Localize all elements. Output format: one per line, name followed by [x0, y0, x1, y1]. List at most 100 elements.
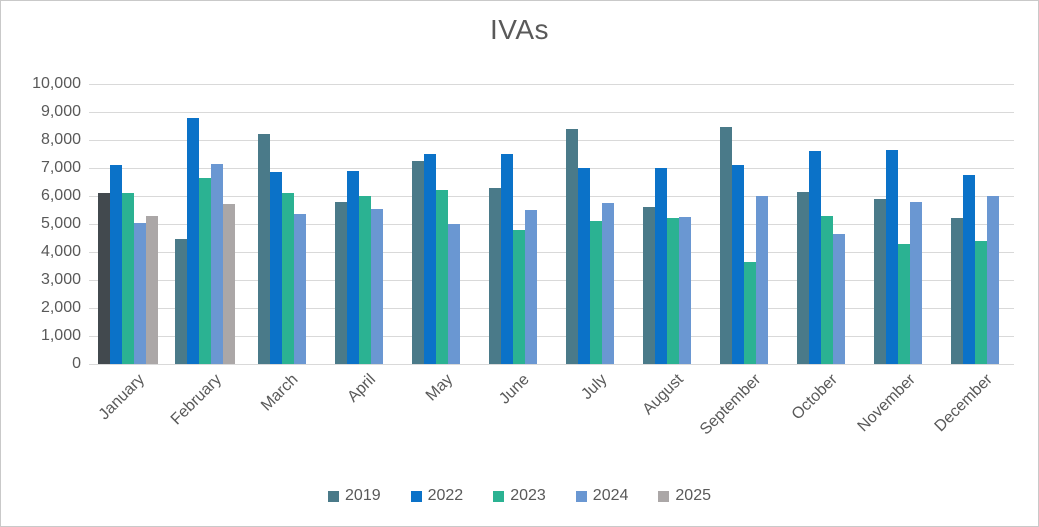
- bar-august-2023: [667, 218, 680, 364]
- bar-april-2022: [346, 170, 359, 364]
- x-tick-label-april: April: [344, 371, 379, 406]
- y-tick-label-9000: 9,000: [40, 103, 81, 120]
- bar-march-2019: [257, 134, 270, 364]
- x-tick-label-august: August: [639, 371, 688, 419]
- bar-may-2019: [411, 161, 424, 364]
- bar-december-2022: [963, 175, 976, 364]
- bar-february-2024: [210, 163, 223, 364]
- bar-january-2019: [97, 193, 110, 364]
- bar-november-2023: [898, 243, 911, 364]
- y-tick-label-5000: 5,000: [40, 215, 81, 232]
- legend-label-2023: 2023: [510, 487, 546, 504]
- gridline-0: [89, 364, 1014, 365]
- y-tick-label-6000: 6,000: [40, 187, 81, 204]
- gridline-3000: [89, 280, 1014, 281]
- bar-march-2022: [269, 172, 282, 364]
- x-tick-label-september: September: [696, 371, 765, 439]
- bar-march-2024: [293, 214, 306, 364]
- bar-february-2019: [174, 239, 187, 364]
- bar-july-2022: [578, 168, 591, 364]
- bar-may-2024: [447, 224, 460, 364]
- x-tick-label-march: March: [258, 371, 302, 415]
- bar-july-2019: [566, 128, 579, 364]
- gridline-1000: [89, 336, 1014, 337]
- bar-january-2025: [145, 215, 158, 364]
- gridline-10000: [89, 84, 1014, 85]
- bar-april-2024: [370, 208, 383, 364]
- x-tick-label-december: December: [931, 371, 996, 436]
- legend-item-2023: 2023: [493, 487, 546, 505]
- bar-september-2024: [756, 196, 769, 364]
- bar-february-2025: [222, 204, 235, 364]
- legend-label-2019: 2019: [345, 487, 381, 504]
- legend-swatch-2025: [658, 490, 670, 502]
- bar-january-2023: [121, 193, 134, 364]
- bar-december-2019: [951, 218, 964, 364]
- x-tick-label-july: July: [577, 371, 611, 404]
- y-tick-label-2000: 2,000: [40, 299, 81, 316]
- y-tick-label-3000: 3,000: [40, 271, 81, 288]
- x-tick-label-june: June: [496, 371, 533, 408]
- gridline-5000: [89, 224, 1014, 225]
- legend-label-2025: 2025: [675, 487, 711, 504]
- bar-october-2019: [797, 191, 810, 364]
- bar-august-2024: [679, 217, 692, 364]
- bar-june-2022: [500, 154, 513, 364]
- bar-june-2019: [488, 187, 501, 364]
- bar-march-2023: [281, 193, 294, 364]
- bar-october-2022: [809, 151, 822, 364]
- bar-january-2022: [109, 165, 122, 364]
- x-tick-label-october: October: [789, 371, 842, 424]
- chart-title: IVAs: [489, 14, 550, 45]
- bar-july-2024: [602, 203, 615, 364]
- plot-area: [89, 84, 1014, 365]
- legend: 2019 2022 2023 2024 2025: [1, 487, 1038, 505]
- legend-swatch-2024: [575, 490, 587, 502]
- gridline-2000: [89, 308, 1014, 309]
- bar-october-2024: [833, 233, 846, 364]
- bar-december-2024: [987, 196, 1000, 364]
- bar-august-2019: [643, 207, 656, 364]
- gridline-8000: [89, 140, 1014, 141]
- gridline-4000: [89, 252, 1014, 253]
- bar-august-2022: [655, 168, 668, 364]
- x-tick-label-may: May: [422, 371, 456, 405]
- bar-september-2019: [720, 127, 733, 364]
- y-tick-label-10000: 10,000: [32, 75, 81, 92]
- bar-june-2023: [512, 229, 525, 364]
- legend-label-2022: 2022: [427, 487, 464, 504]
- bar-june-2024: [524, 210, 537, 364]
- bar-november-2024: [910, 201, 923, 364]
- bar-april-2019: [334, 201, 347, 364]
- bar-december-2023: [975, 240, 988, 364]
- legend-item-2024: 2024: [575, 487, 629, 505]
- legend-item-2022: 2022: [410, 487, 464, 505]
- x-tick-label-february: February: [167, 371, 225, 429]
- legend-item-2019: 2019: [328, 487, 381, 505]
- legend-label-2024: 2024: [592, 487, 629, 504]
- bar-july-2023: [590, 221, 603, 364]
- bar-may-2023: [435, 190, 448, 364]
- gridline-7000: [89, 168, 1014, 169]
- bar-february-2022: [186, 117, 199, 364]
- legend-swatch-2019: [328, 490, 340, 502]
- y-tick-label-8000: 8,000: [40, 131, 81, 148]
- bar-february-2023: [198, 177, 211, 364]
- y-tick-label-1000: 1,000: [40, 327, 81, 344]
- x-tick-label-january: January: [95, 371, 148, 424]
- bar-may-2022: [423, 154, 436, 364]
- legend-swatch-2022: [410, 490, 422, 502]
- legend-swatch-2023: [493, 490, 505, 502]
- bar-september-2023: [744, 261, 757, 364]
- bar-november-2019: [874, 198, 887, 364]
- x-tick-label-november: November: [854, 371, 919, 436]
- gridline-6000: [89, 196, 1014, 197]
- bar-january-2024: [133, 222, 146, 364]
- bar-november-2022: [886, 149, 899, 364]
- y-tick-label-0: 0: [72, 355, 81, 372]
- bar-october-2023: [821, 215, 834, 364]
- bar-september-2022: [732, 165, 745, 364]
- legend-item-2025: 2025: [658, 487, 711, 505]
- y-tick-label-4000: 4,000: [40, 243, 81, 260]
